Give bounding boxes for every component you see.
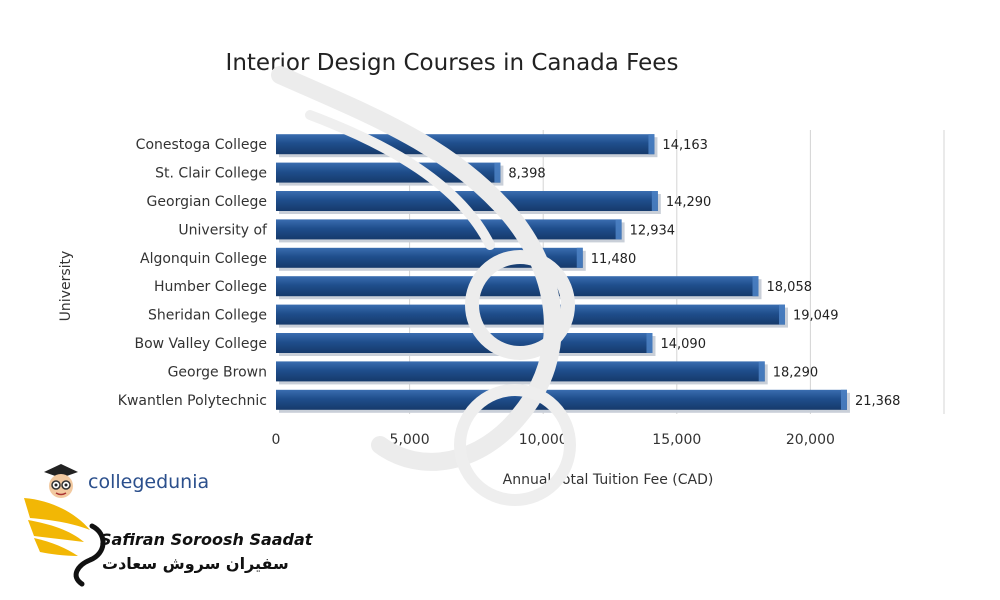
category-label: University of bbox=[178, 222, 268, 238]
category-label: Sheridan College bbox=[148, 308, 267, 324]
safiran-english-name: Safiran Soroosh Saadat bbox=[100, 530, 313, 549]
bar-value-label: 8,398 bbox=[508, 167, 545, 182]
category-label: Humber College bbox=[154, 279, 267, 295]
wing-emblem-icon bbox=[24, 498, 106, 587]
x-tick-label: 5,000 bbox=[390, 432, 430, 448]
safiran-logo: Safiran Soroosh Saadat سفیران سروش سعادت bbox=[20, 490, 320, 590]
bar[interactable] bbox=[276, 162, 501, 183]
bar-value-label: 18,058 bbox=[767, 280, 813, 295]
category-label: George Brown bbox=[168, 364, 267, 380]
bar[interactable] bbox=[276, 247, 583, 268]
bar[interactable] bbox=[276, 333, 653, 353]
bar-end-cap bbox=[648, 134, 655, 155]
bar[interactable] bbox=[276, 304, 785, 325]
x-tick-label: 15,000 bbox=[652, 432, 701, 448]
bar-end-cap bbox=[752, 276, 759, 297]
bar-end-cap bbox=[651, 191, 658, 211]
graduate-mascot-icon bbox=[44, 464, 78, 498]
bar[interactable] bbox=[276, 219, 622, 240]
bar-value-label: 14,163 bbox=[662, 138, 708, 153]
bar-value-label: 14,290 bbox=[666, 195, 712, 210]
bar-end-cap bbox=[646, 333, 653, 353]
safiran-persian-name: سفیران سروش سعادت bbox=[102, 554, 289, 573]
y-axis-label: University bbox=[58, 251, 74, 322]
bar[interactable] bbox=[276, 276, 759, 297]
bar-value-label: 12,934 bbox=[630, 223, 676, 238]
bar-value-label: 11,480 bbox=[591, 252, 637, 267]
bar[interactable] bbox=[276, 389, 847, 410]
category-label: Algonquin College bbox=[140, 251, 267, 267]
bar-end-cap bbox=[615, 219, 622, 240]
bar-value-label: 19,049 bbox=[793, 309, 839, 324]
bar-value-label: 18,290 bbox=[773, 365, 819, 380]
bar-end-cap bbox=[840, 389, 847, 410]
bar[interactable] bbox=[276, 361, 765, 382]
category-label: Bow Valley College bbox=[134, 336, 267, 352]
collegedunia-logo: collegedunia bbox=[40, 462, 209, 502]
category-label: Conestoga College bbox=[136, 137, 267, 153]
x-tick-label: 0 bbox=[272, 432, 281, 448]
chart-title: Interior Design Courses in Canada Fees bbox=[226, 50, 679, 76]
bar-value-label: 21,368 bbox=[855, 394, 901, 409]
bar-end-cap bbox=[778, 304, 785, 325]
collegedunia-text: collegedunia bbox=[88, 471, 210, 493]
bar-value-label: 14,090 bbox=[660, 337, 706, 352]
bar[interactable] bbox=[276, 191, 658, 211]
category-label: Georgian College bbox=[147, 194, 267, 210]
bar-end-cap bbox=[758, 361, 765, 382]
x-axis-label: Annual Total Tuition Fee (CAD) bbox=[503, 472, 714, 488]
x-tick-label: 10,000 bbox=[519, 432, 568, 448]
bar[interactable] bbox=[276, 134, 655, 155]
category-label: Kwantlen Polytechnic bbox=[118, 393, 267, 409]
bar-end-cap bbox=[576, 247, 583, 268]
category-label: St. Clair College bbox=[155, 166, 267, 182]
bar-end-cap bbox=[494, 162, 501, 183]
x-tick-label: 20,000 bbox=[786, 432, 835, 448]
